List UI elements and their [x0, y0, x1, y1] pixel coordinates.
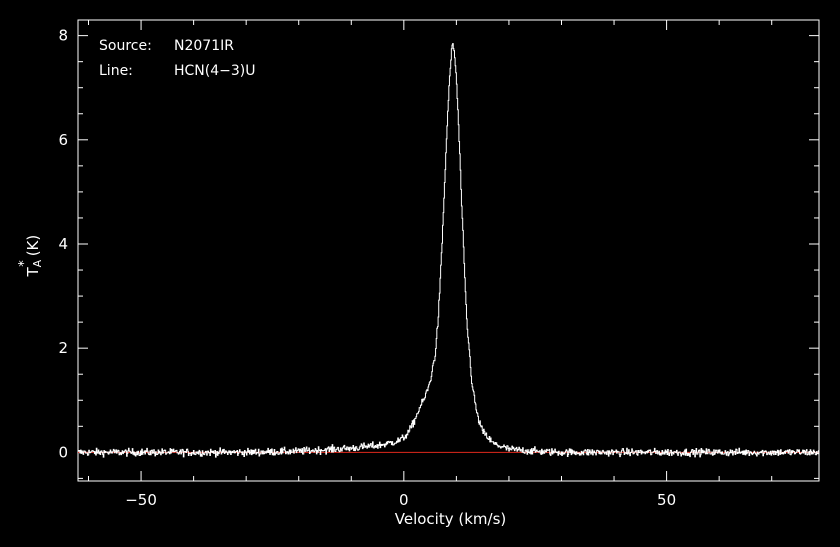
plot-frame — [77, 19, 820, 482]
axis-ticks — [78, 20, 819, 481]
x-tick-label: −50 — [125, 491, 157, 509]
tick-labels: −50 0 50 0 2 4 6 8 — [58, 27, 676, 509]
svg-text:TA*(K): TA* (K) — [17, 235, 44, 278]
annotation-line-value: HCN(4−3)U — [174, 63, 256, 79]
annotation-source-key: Source: — [99, 38, 152, 54]
annotation-source-value: N2071IR — [174, 38, 234, 54]
spectrum-line — [78, 43, 820, 458]
y-axis-label-sup: * — [17, 260, 32, 267]
y-axis-label-sub: A — [31, 259, 44, 267]
y-tick-label: 0 — [58, 443, 68, 461]
y-tick-label: 4 — [58, 235, 68, 253]
x-tick-label: 0 — [399, 491, 409, 509]
annotation-line-key: Line: — [99, 63, 133, 79]
y-axis-label-main: T — [24, 267, 42, 278]
y-tick-label: 6 — [58, 131, 68, 149]
y-tick-label: 8 — [58, 27, 68, 45]
y-tick-label: 2 — [58, 339, 68, 357]
x-axis-label: Velocity (km/s) — [395, 510, 506, 528]
y-axis-label-unit: (K) — [24, 235, 42, 257]
x-tick-label: 50 — [657, 491, 676, 509]
y-axis-label: TA* (K) — [17, 235, 44, 278]
